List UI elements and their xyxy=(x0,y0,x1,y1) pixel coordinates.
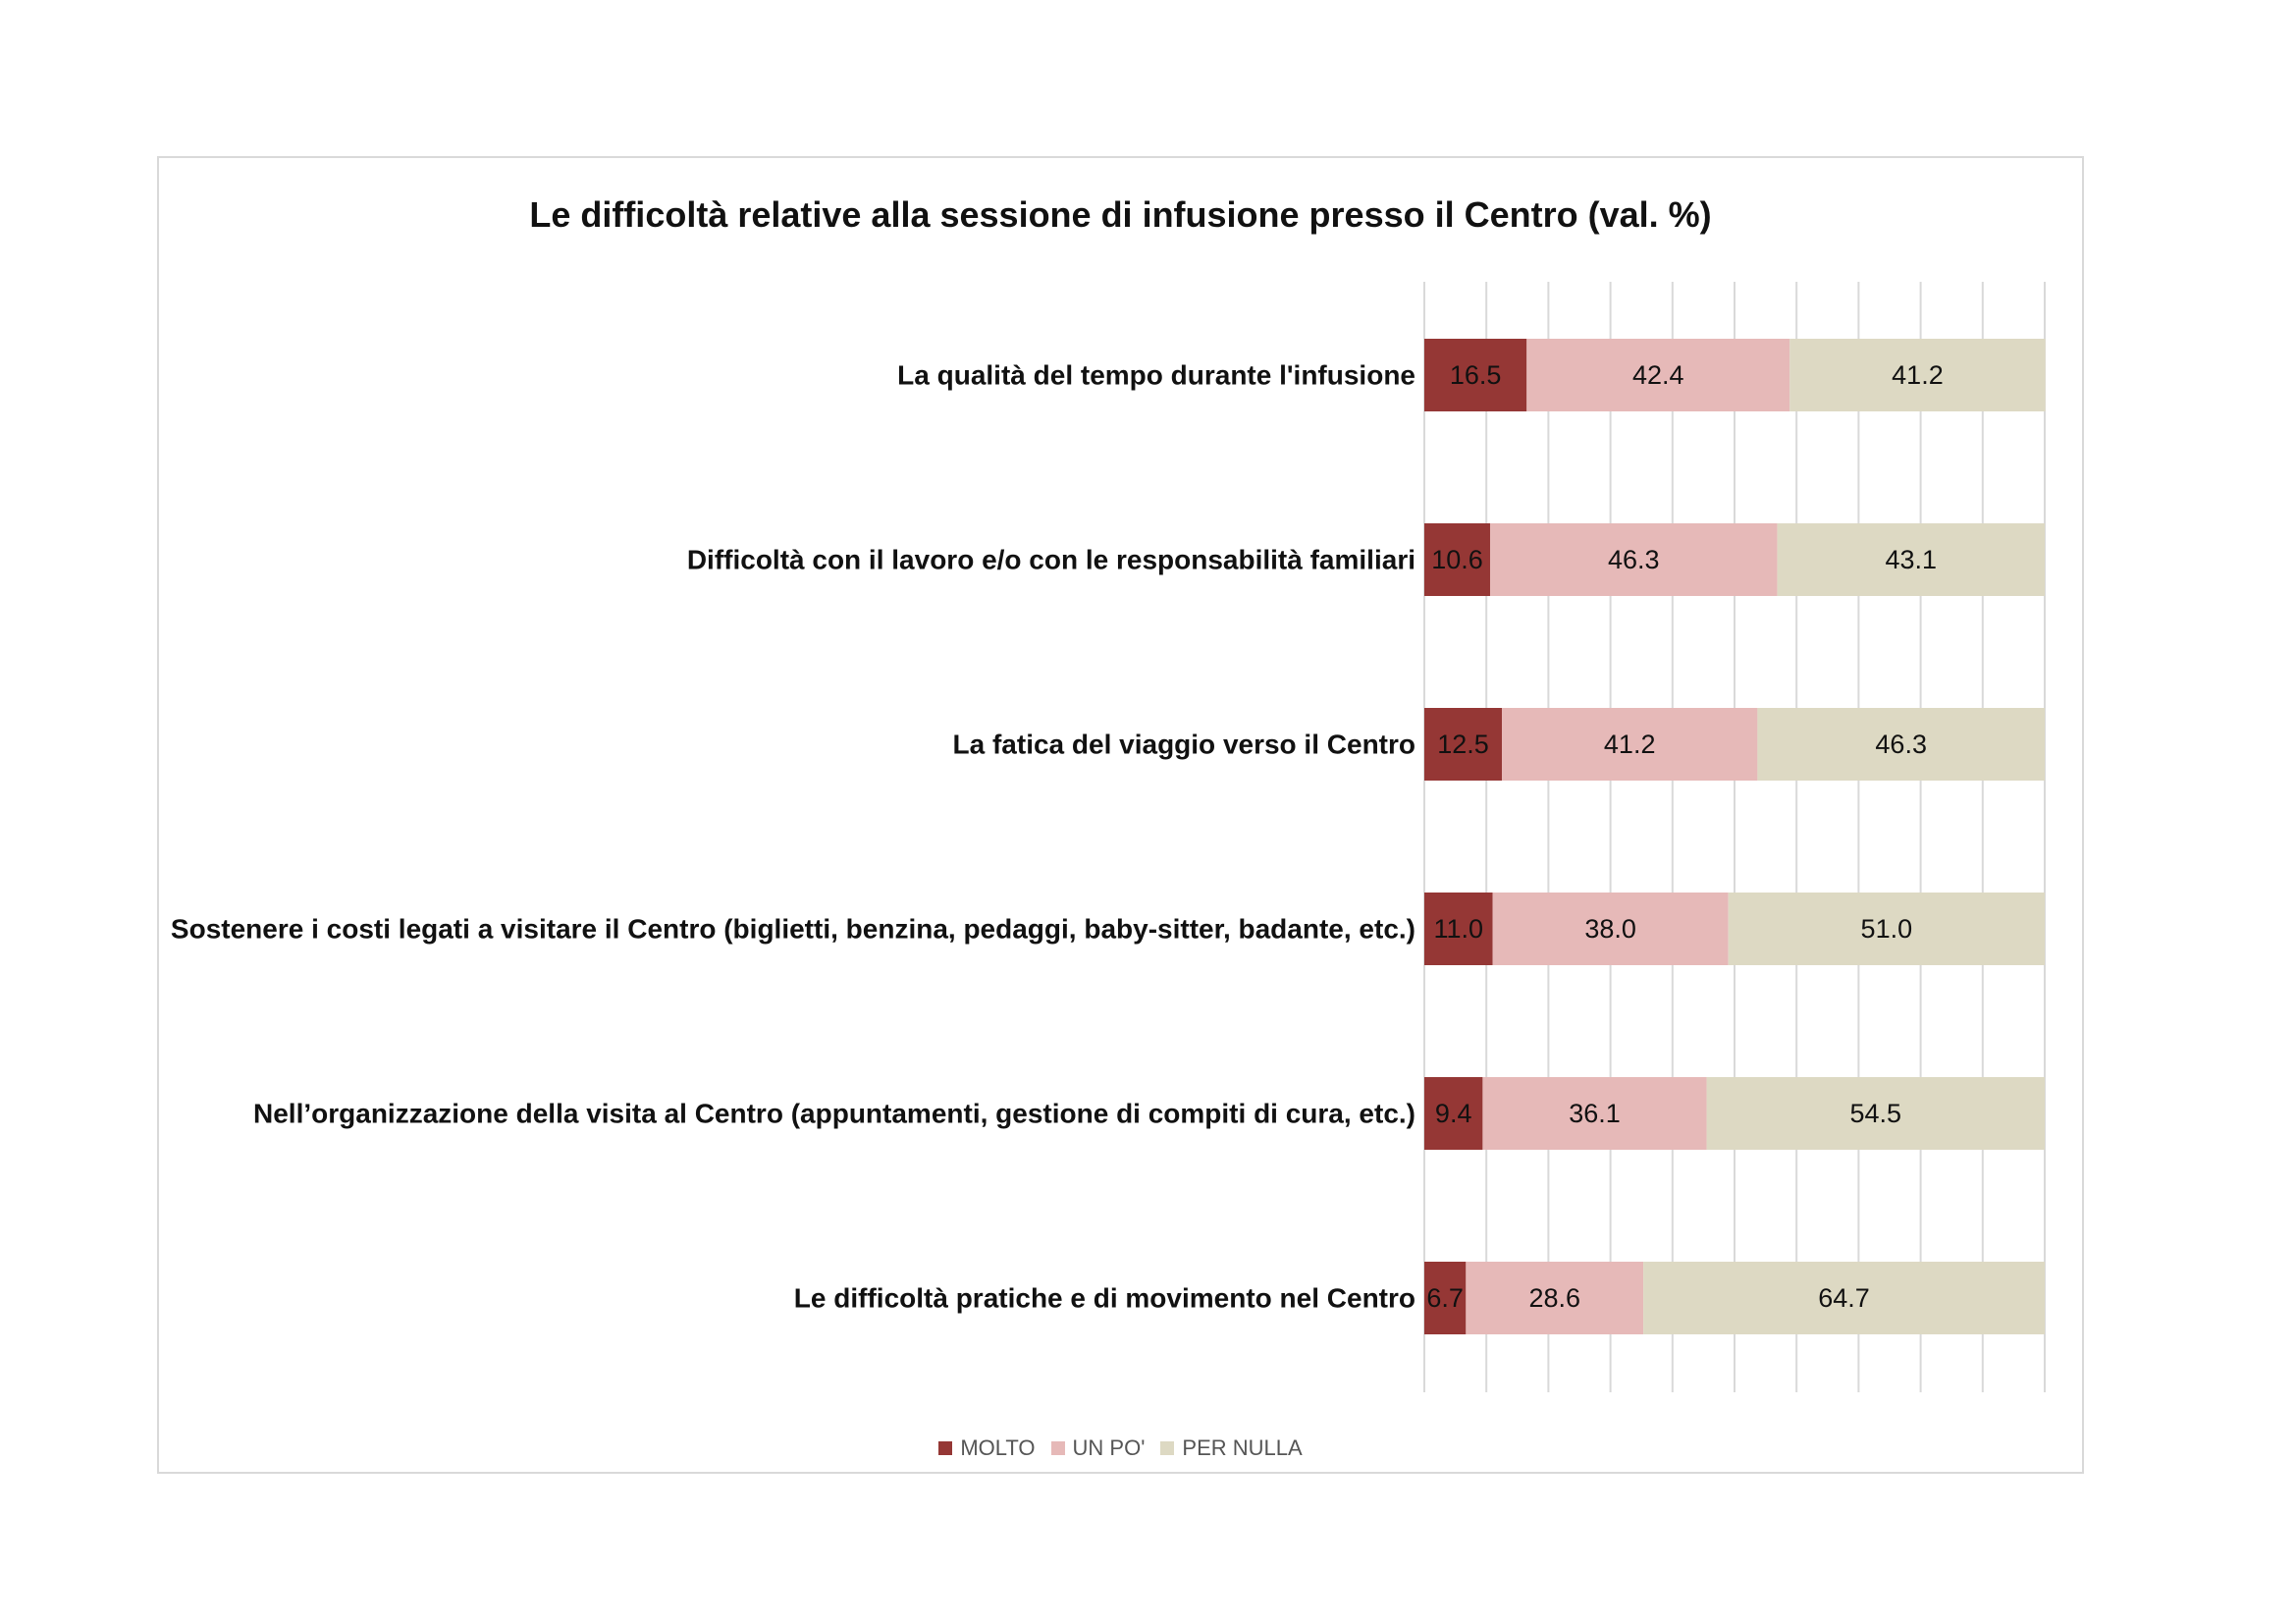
gridlines xyxy=(1423,282,2046,1392)
data-label: 54.5 xyxy=(1849,1099,1901,1128)
bar-segment xyxy=(1482,1077,1707,1150)
bar-segment xyxy=(1489,523,1778,596)
data-label: 38.0 xyxy=(1584,914,1636,944)
data-label: 6.7 xyxy=(1426,1283,1464,1313)
data-label: 42.4 xyxy=(1632,360,1684,390)
bars xyxy=(1424,339,2046,1334)
data-label: 43.1 xyxy=(1886,545,1938,574)
data-label: 36.1 xyxy=(1569,1099,1621,1128)
bar-segment xyxy=(1789,339,2046,411)
bar-segment xyxy=(1757,708,2045,781)
category-label: Nell’organizzazione della visita al Cent… xyxy=(253,1099,1415,1129)
data-label: 16.5 xyxy=(1450,360,1502,390)
bar-segment xyxy=(1643,1262,2045,1334)
legend-label: PER NULLA xyxy=(1182,1435,1303,1460)
data-label: 64.7 xyxy=(1818,1283,1870,1313)
data-label: 46.3 xyxy=(1875,730,1927,759)
data-labels: 16.5 42.4 41.2 10.6 46.3 43.1 12.5 41.2 46.3 11.0… xyxy=(1426,360,1943,1313)
bar-segment xyxy=(1424,1077,1483,1150)
category-label: La qualità del tempo durante l'infusione xyxy=(897,360,1415,391)
legend-swatch xyxy=(938,1441,953,1455)
bar-segment xyxy=(1424,339,1527,411)
data-label: 41.2 xyxy=(1892,360,1944,390)
chart-title: Le difficoltà relative alla sessione di … xyxy=(529,194,1712,235)
data-label: 11.0 xyxy=(1433,914,1483,944)
data-label: 10.6 xyxy=(1431,545,1483,574)
bar-segment xyxy=(1424,893,1493,965)
category-label: Le difficoltà pratiche e di movimento ne… xyxy=(794,1283,1415,1314)
legend-label: MOLTO xyxy=(960,1435,1036,1460)
bar-segment xyxy=(1728,893,2045,965)
bar-segment xyxy=(1424,1262,1467,1334)
legend-item: MOLTO xyxy=(938,1435,1036,1461)
category-labels: La qualità del tempo durante l'infusione… xyxy=(171,360,1415,1314)
data-label: 46.3 xyxy=(1608,545,1660,574)
bar-segment xyxy=(1706,1077,2045,1150)
legend-item: PER NULLA xyxy=(1160,1435,1303,1461)
category-label: Difficoltà con il lavoro e/o con le resp… xyxy=(687,545,1415,575)
bar-segment xyxy=(1502,708,1758,781)
data-label: 28.6 xyxy=(1528,1283,1580,1313)
bar-segment xyxy=(1424,708,1502,781)
category-label: Sostenere i costi legati a visitare il C… xyxy=(171,914,1415,945)
legend-label: UN PO' xyxy=(1072,1435,1146,1460)
data-label: 51.0 xyxy=(1861,914,1913,944)
legend-item: UN PO' xyxy=(1050,1435,1146,1461)
legend: MOLTO UN PO' PER NULLA xyxy=(157,1435,2084,1461)
bar-segment xyxy=(1777,523,2045,596)
data-label: 12.5 xyxy=(1437,730,1489,759)
legend-swatch xyxy=(1160,1441,1175,1455)
bar-segment xyxy=(1492,893,1729,965)
data-label: 9.4 xyxy=(1435,1099,1472,1128)
bar-segment xyxy=(1424,523,1490,596)
bar-segment xyxy=(1466,1262,1644,1334)
data-label: 41.2 xyxy=(1604,730,1656,759)
legend-swatch xyxy=(1050,1441,1065,1455)
bar-segment xyxy=(1526,339,1790,411)
category-label: La fatica del viaggio verso il Centro xyxy=(953,730,1415,760)
